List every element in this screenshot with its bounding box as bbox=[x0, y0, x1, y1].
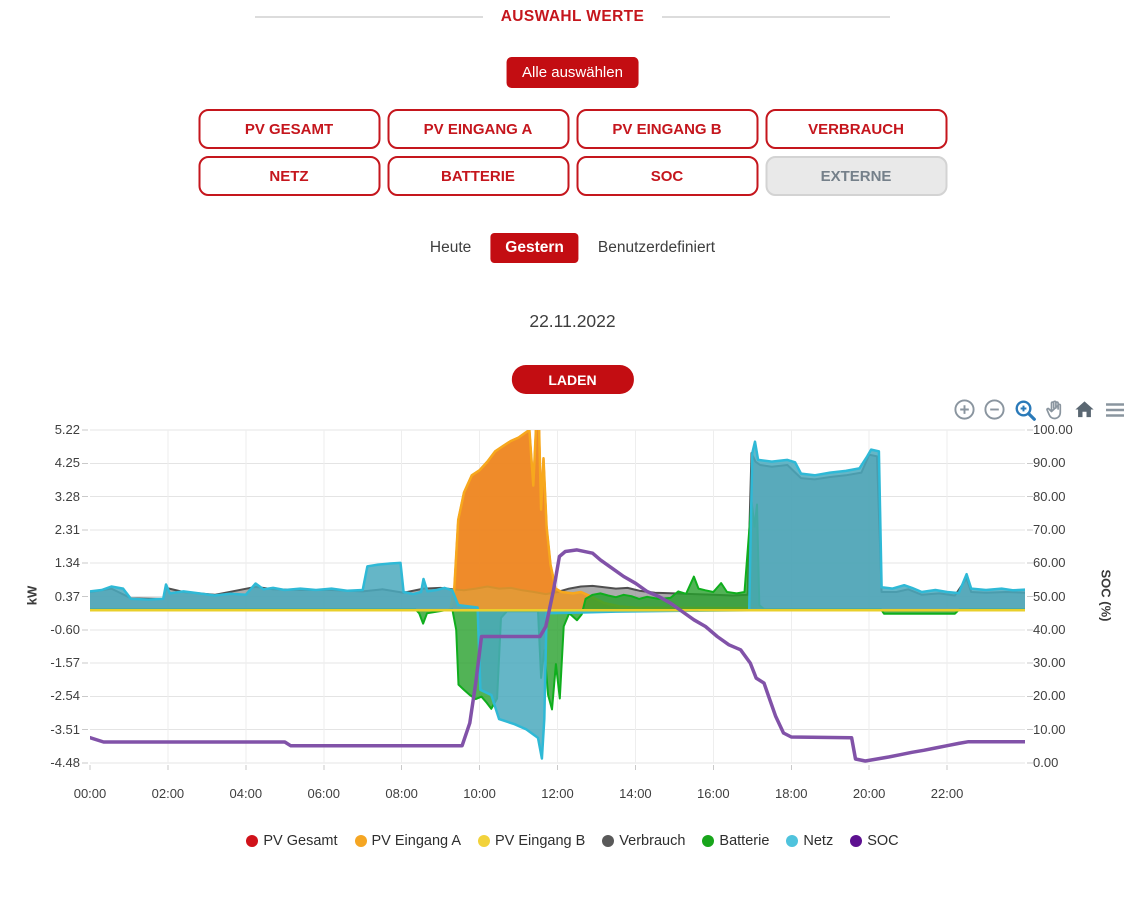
y-left-tick-label: 5.22 bbox=[54, 422, 80, 437]
value-button-soc[interactable]: SOC bbox=[576, 156, 758, 196]
x-tick-label: 16:00 bbox=[697, 786, 730, 801]
y-left-tick-label: 0.37 bbox=[54, 588, 80, 604]
tab-benutzerdefiniert[interactable]: Benutzerdefiniert bbox=[597, 239, 716, 256]
legend-item-verbrauch[interactable]: Verbrauch bbox=[602, 833, 685, 849]
divider-line-right bbox=[662, 16, 891, 18]
x-tick-label: 22:00 bbox=[930, 786, 964, 801]
chart-toolbar bbox=[953, 398, 1127, 422]
page-title: AUSWAHL WERTE bbox=[500, 8, 645, 25]
y-left-tick-label: 3.28 bbox=[54, 488, 80, 504]
x-tick-label: 04:00 bbox=[229, 786, 263, 801]
home-icon[interactable] bbox=[1073, 398, 1097, 422]
x-tick-label: 02:00 bbox=[151, 786, 185, 801]
legend-dot-netz bbox=[786, 835, 799, 847]
legend-dot-pv-gesamt bbox=[246, 835, 259, 847]
legend-dot-pv-eingang-b bbox=[478, 835, 490, 847]
legend-dot-verbrauch bbox=[602, 835, 615, 847]
divider-line-left bbox=[254, 16, 483, 18]
menu-icon[interactable] bbox=[1103, 398, 1127, 422]
box-zoom-icon[interactable] bbox=[1013, 398, 1037, 422]
pan-icon[interactable] bbox=[1043, 398, 1067, 422]
legend-label: PV Gesamt bbox=[263, 833, 338, 849]
y-right-tick-label: 70.00 bbox=[1033, 521, 1066, 537]
value-button-netz[interactable]: NETZ bbox=[198, 156, 380, 196]
y-left-tick-label: 1.34 bbox=[54, 555, 80, 571]
x-tick-label: 20:00 bbox=[852, 786, 886, 801]
x-tick-label: 00:00 bbox=[73, 786, 107, 801]
select-all-button[interactable]: Alle auswählen bbox=[506, 57, 639, 88]
legend-item-netz[interactable]: Netz bbox=[786, 833, 833, 849]
y-right-tick-label: 0.00 bbox=[1033, 755, 1059, 770]
y-left-tick-label: 4.25 bbox=[54, 455, 80, 471]
legend-label: Batterie bbox=[719, 833, 770, 849]
legend-item-pv-eingang-a[interactable]: PV Eingang A bbox=[354, 833, 462, 849]
y-right-tick-label: 100.00 bbox=[1033, 422, 1073, 437]
y-right-tick-label: 40.00 bbox=[1033, 621, 1066, 637]
legend-item-pv-gesamt[interactable]: PV Gesamt bbox=[246, 833, 338, 849]
x-tick-label: 08:00 bbox=[385, 786, 418, 801]
legend-dot-batterie bbox=[702, 835, 715, 847]
load-button[interactable]: LADEN bbox=[511, 365, 634, 394]
range-tabs: Heute Gestern Benutzerdefiniert bbox=[421, 233, 724, 263]
zoom-out-icon[interactable] bbox=[983, 398, 1007, 422]
date-label: 22.11.2022 bbox=[529, 311, 616, 331]
series-area-batterie bbox=[90, 501, 1025, 710]
y-left-tick-label: -3.51 bbox=[50, 721, 80, 737]
y-right-axis-title: SOC (%) bbox=[1098, 569, 1114, 622]
y-right-tick-label: 30.00 bbox=[1033, 655, 1066, 671]
y-right-tick-label: 80.00 bbox=[1033, 488, 1066, 504]
series-line-soc bbox=[90, 548, 1025, 763]
legend-label: PV Eingang B bbox=[495, 833, 586, 849]
x-tick-label: 18:00 bbox=[774, 786, 808, 801]
value-button-externe[interactable]: EXTERNE bbox=[765, 156, 947, 196]
series-area-netz bbox=[90, 441, 1025, 759]
chart-legend: PV Gesamt PV Eingang A PV Eingang B Verbrau… bbox=[0, 833, 1145, 849]
legend-item-soc[interactable]: SOC bbox=[850, 833, 899, 849]
y-left-tick-label: -4.48 bbox=[50, 755, 80, 770]
y-right-tick-label: 10.00 bbox=[1033, 721, 1066, 737]
y-right-tick-label: 50.00 bbox=[1033, 588, 1066, 604]
legend-dot-soc bbox=[850, 835, 863, 847]
legend-item-batterie[interactable]: Batterie bbox=[702, 833, 769, 849]
y-right-tick-label: 90.00 bbox=[1033, 455, 1066, 471]
x-tick-label: 12:00 bbox=[541, 786, 574, 801]
legend-dot-pv-eingang-a bbox=[354, 835, 367, 847]
value-button-pv-gesamt[interactable]: PV GESAMT bbox=[198, 109, 380, 149]
y-right-tick-label: 60.00 bbox=[1033, 555, 1066, 571]
y-left-tick-label: -2.54 bbox=[50, 688, 80, 704]
legend-label: Netz bbox=[803, 833, 834, 849]
x-tick-label: 14:00 bbox=[619, 786, 652, 801]
y-left-tick-label: 2.31 bbox=[54, 521, 80, 537]
y-right-tick-label: 20.00 bbox=[1033, 688, 1066, 704]
legend-label: SOC bbox=[867, 833, 899, 849]
value-button-batterie[interactable]: BATTERIE bbox=[387, 156, 569, 196]
x-tick-label: 06:00 bbox=[307, 786, 341, 801]
value-button-pv-eingang-b[interactable]: PV EINGANG B bbox=[576, 109, 758, 149]
value-button-pv-eingang-a[interactable]: PV EINGANG A bbox=[387, 109, 569, 149]
tab-gestern[interactable]: Gestern bbox=[490, 233, 579, 263]
y-left-tick-label: -0.60 bbox=[50, 621, 80, 637]
chart-plot-area[interactable] bbox=[82, 429, 1033, 770]
tab-heute[interactable]: Heute bbox=[429, 239, 472, 256]
section-title-row: AUSWAHL WERTE bbox=[0, 8, 1145, 26]
legend-item-pv-eingang-b[interactable]: PV Eingang B bbox=[478, 833, 585, 849]
value-buttons-grid: PV GESAMT PV EINGANG A PV EINGANG B VERBRAU… bbox=[198, 109, 947, 196]
legend-label: PV Eingang A bbox=[371, 833, 462, 849]
series-line-netz bbox=[90, 440, 1025, 760]
value-button-verbrauch[interactable]: VERBRAUCH bbox=[765, 109, 947, 149]
y-left-tick-label: -1.57 bbox=[50, 655, 80, 671]
zoom-in-icon[interactable] bbox=[953, 398, 977, 422]
legend-label: Verbrauch bbox=[619, 833, 686, 849]
x-tick-label: 10:00 bbox=[463, 786, 496, 801]
